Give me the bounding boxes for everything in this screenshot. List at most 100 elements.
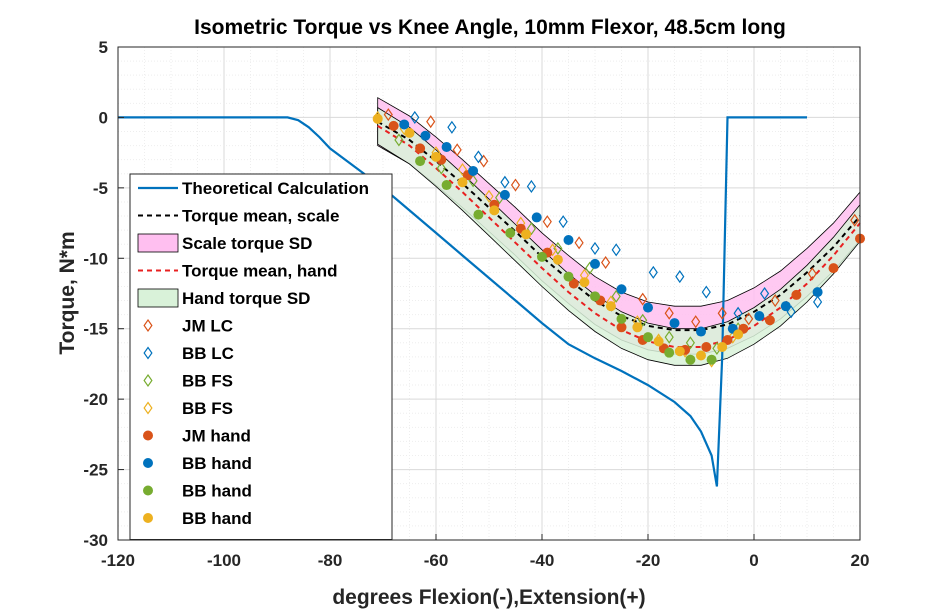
data-point-diamond [542,215,552,229]
data-point-dot [701,342,712,353]
data-point-dot [669,318,680,329]
data-point-dot [764,315,775,326]
data-point-diamond [685,336,695,350]
data-point-diamond [638,313,648,327]
legend-label: Torque mean, hand [182,262,338,281]
legend-swatch [137,233,179,253]
data-point-diamond [558,215,568,229]
data-point-diamond [526,222,536,236]
data-point-dot [420,130,431,141]
data-point-dot [664,347,675,358]
legend-box [129,173,393,540]
data-point-dot [563,234,574,245]
legend-swatch [143,318,153,333]
x-tick-label: -60 [424,551,449,570]
data-point-dot [531,212,542,223]
x-tick-label: -100 [207,551,241,570]
legend-label: JM hand [182,427,251,446]
data-point-diamond [484,189,494,203]
legend-entry: Theoretical Calculation [138,179,369,198]
data-point-diamond [701,285,711,299]
legend-swatch [143,485,153,496]
data-point-dot [674,346,685,357]
legend-entry: BB hand [143,509,252,528]
legend-label: Hand torque SD [182,289,310,308]
data-point-dot [706,354,717,365]
data-point-dot [812,287,823,298]
data-point-dot [653,336,664,347]
data-point-dot [643,302,653,313]
data-point-dot [616,284,627,295]
y-tick-label: -30 [83,531,108,550]
data-point-diamond [638,292,648,306]
data-point-dot [685,354,696,365]
data-point-diamond [426,115,436,129]
data-point-dot [568,278,579,289]
data-point-diamond [733,306,743,320]
series-markers [372,108,865,368]
y-tick-label: -10 [83,249,108,268]
data-point-diamond [452,143,462,157]
legend-entry: Torque mean, scale [138,207,339,226]
data-point-dot [780,301,791,312]
data-point-dot [415,143,426,154]
data-point-dot [722,334,733,345]
legend-entry: BB FS [143,372,233,391]
legend-swatch [143,458,153,468]
legend-swatch [137,288,179,308]
legend-label: BB hand [182,454,252,473]
y-tick-label: 5 [99,38,108,57]
data-point-diamond [813,295,823,309]
x-tick-label: -120 [101,551,135,570]
data-point-diamond [744,312,754,326]
data-point-diamond [770,293,780,308]
data-point-dot [441,180,452,191]
data-point-diamond [807,267,817,281]
data-point-diamond [473,150,483,164]
data-point-dot [717,342,728,353]
legend-entry: JM LC [143,317,233,336]
legend-swatch [143,346,153,360]
y-tick-label: -15 [83,320,108,339]
data-point-diamond [601,255,611,270]
data-point-dot [431,151,441,162]
legend-entry: BB FS [143,399,233,418]
data-point-diamond [611,243,621,257]
data-point-dot [643,332,653,343]
legend-entry: BB hand [143,482,252,501]
legend-entry: Scale torque SD [137,233,312,253]
legend-label: Scale torque SD [182,234,312,253]
legend-entry: Hand torque SD [137,288,310,308]
plot-frame [117,46,861,541]
data-point-diamond [479,154,489,168]
legend-label: BB hand [182,509,252,528]
data-point-diamond [383,108,393,122]
data-point-diamond [691,315,701,329]
chart-title: Isometric Torque vs Knee Angle, 10mm Fle… [194,16,786,39]
y-tick-label: -25 [83,461,108,480]
data-point-dot [632,322,643,333]
data-point-diamond [510,178,521,192]
data-point-dot [563,271,574,282]
data-point-dot [404,127,415,138]
data-point-dot [499,189,510,200]
y-tick-label: 0 [99,108,108,127]
data-point-diamond [553,241,563,255]
data-point-diamond [675,270,685,284]
data-point-dot [489,205,500,216]
series-line-theoretical [118,116,807,487]
data-point-dot [828,263,839,274]
data-point-diamond [664,306,674,320]
data-point-diamond [500,175,510,189]
x-tick-label: 0 [749,551,758,570]
legend-label: JM LC [182,317,233,336]
y-axis-label: Torque, N*m [56,231,79,354]
y-tick-label: -5 [93,179,108,198]
data-point-dot [505,227,516,238]
data-point-diamond [760,286,770,301]
data-point-dot [791,289,802,300]
data-point-dot [415,156,426,167]
data-point-dot [696,350,706,361]
legend-label: BB hand [182,482,252,501]
